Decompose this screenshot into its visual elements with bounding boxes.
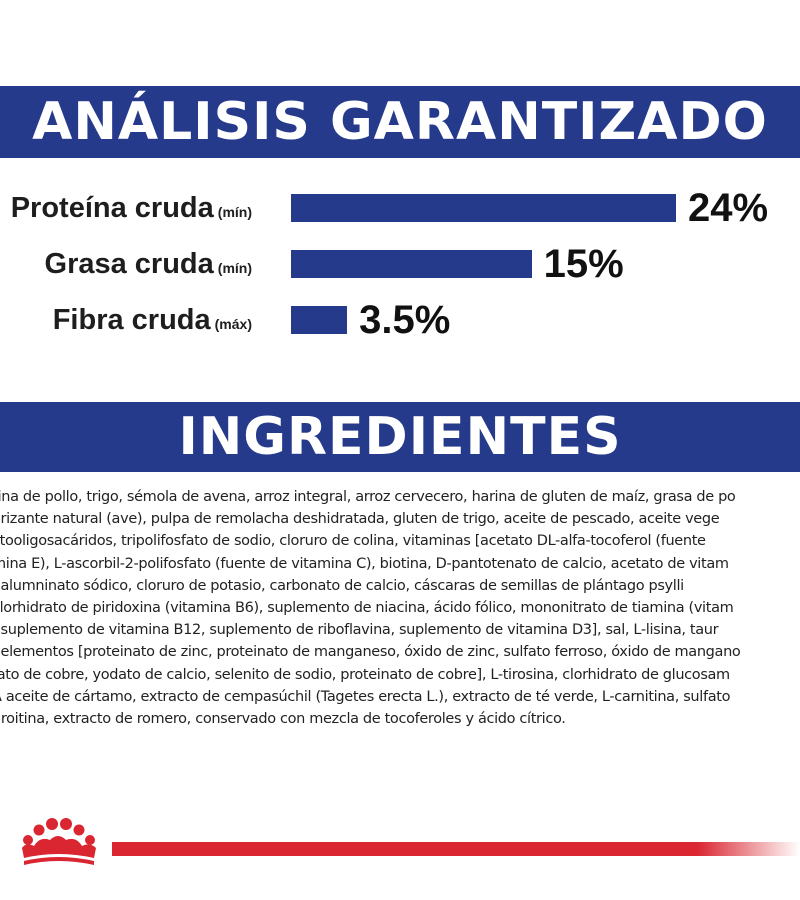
nutrient-value: 24% [688, 186, 769, 230]
ingredients-text: rina de pollo, trigo, sémola de avena, a… [0, 486, 800, 730]
nutrient-qualifier: (máx) [214, 316, 252, 332]
ingredients-banner: INGREDIENTES [0, 402, 800, 472]
analysis-title: ANÁLISIS GARANTIZADO [32, 92, 768, 152]
nutrient-name: Grasa cruda [44, 248, 214, 280]
analysis-row-fiber: Fibra cruda (máx) 3.5% [0, 300, 800, 340]
ingredients-line: clorhidrato de piridoxina (vitamina B6),… [0, 600, 734, 617]
nutrient-value: 3.5% [359, 298, 451, 342]
royal-canin-crown-icon [22, 818, 96, 865]
nutrient-bar [291, 194, 676, 222]
ingredients-line: rina de pollo, trigo, sémola de avena, a… [0, 489, 736, 505]
nutrient-bar [291, 250, 532, 278]
ingredients-line: oelementos [proteinato de zinc, proteina… [0, 644, 741, 661]
ingredients-line: mina E), L-ascorbil-2-polifosfato (fuent… [0, 555, 729, 572]
footer-red-line [112, 842, 800, 856]
analysis-banner: ANÁLISIS GARANTIZADO [0, 86, 800, 158]
analysis-row-protein: Proteína cruda (mín) 24% [0, 188, 800, 228]
nutrient-name: Proteína cruda [10, 192, 214, 224]
ingredients-line: , suplemento de vitamina B12, suplemento… [0, 622, 719, 639]
nutrient-label: Grasa cruda (mín) [45, 244, 252, 284]
nutrient-qualifier: (mín) [217, 260, 252, 276]
nutrient-value: 15% [543, 242, 624, 286]
analysis-row-fat: Grasa cruda (mín) 15% [0, 244, 800, 284]
ingredients-line: A aceite de cártamo, extracto de cempasú… [0, 688, 731, 705]
ingredients-line: oalumninato sódico, cloruro de potasio, … [0, 577, 684, 594]
nutrient-bar [291, 306, 348, 334]
ingredients-line: orizante natural (ave), pulpa de remolac… [0, 511, 720, 528]
nutrient-label: Proteína cruda (mín) [11, 188, 252, 228]
nutrient-qualifier: (mín) [217, 204, 252, 220]
ingredients-line: ctooligosacáridos, tripolifosfato de sod… [0, 533, 706, 550]
ingredients-line: droitina, extracto de romero, conservado… [0, 711, 566, 728]
nutrient-label: Fibra cruda (máx) [53, 300, 252, 340]
nutrient-name: Fibra cruda [52, 304, 211, 336]
ingredients-line: fato de cobre, yodato de calcio, selenit… [0, 666, 730, 683]
ingredients-title: INGREDIENTES [178, 407, 622, 467]
